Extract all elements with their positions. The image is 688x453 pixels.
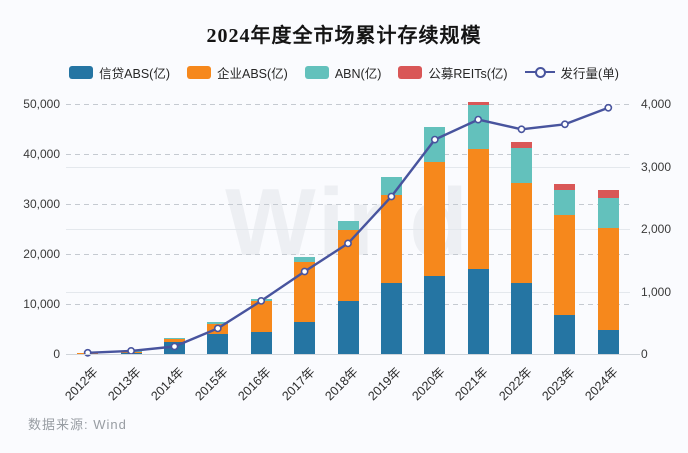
- legend-circle-icon: [535, 67, 546, 78]
- legend-line-marker-icon: [525, 66, 555, 79]
- legend-swatch-icon: [305, 66, 329, 79]
- right-axis-tick-label: 2,000: [641, 222, 671, 236]
- legend-item: 发行量(单): [525, 63, 619, 82]
- left-axis-tick-label: 50,000: [2, 97, 60, 111]
- legend-item-label: 企业ABS(亿): [217, 63, 288, 82]
- legend-swatch-icon: [187, 66, 211, 79]
- line-marker: [562, 121, 568, 127]
- legend-item-label: 发行量(单): [561, 63, 619, 82]
- legend-item-label: 公募REITs(亿): [428, 63, 507, 82]
- left-axis-tick-label: 20,000: [2, 247, 60, 261]
- x-axis-line: [66, 354, 640, 355]
- legend-swatch-icon: [398, 66, 422, 79]
- legend-item: 信贷ABS(亿): [69, 63, 170, 82]
- line-marker: [215, 325, 221, 331]
- left-axis-tick-label: 0: [2, 347, 60, 361]
- line-marker: [171, 343, 177, 349]
- right-axis-tick-label: 0: [641, 347, 648, 361]
- line-marker: [605, 105, 611, 111]
- right-axis-tick-label: 4,000: [641, 97, 671, 111]
- line-marker: [388, 193, 394, 199]
- chart-title: 2024年度全市场累计存续规模: [0, 19, 688, 48]
- issuance-line-series: [66, 104, 630, 354]
- line-marker: [345, 240, 351, 246]
- legend-item: ABN(亿): [305, 63, 382, 82]
- legend-swatch-icon: [69, 66, 93, 79]
- left-axis-tick-label: 10,000: [2, 297, 60, 311]
- line-marker: [475, 117, 481, 123]
- legend-item: 公募REITs(亿): [398, 63, 507, 82]
- line-marker: [302, 268, 308, 274]
- legend-item: 企业ABS(亿): [187, 63, 288, 82]
- legend-item-label: ABN(亿): [335, 63, 382, 82]
- line-marker: [518, 126, 524, 132]
- right-axis-tick-label: 1,000: [641, 285, 671, 299]
- line-marker: [258, 298, 264, 304]
- right-axis-tick-label: 3,000: [641, 160, 671, 174]
- line-marker: [432, 137, 438, 143]
- chart-legend: 信贷ABS(亿) 企业ABS(亿) ABN(亿) 公募REITs(亿) 发行量(单): [0, 62, 688, 82]
- legend-item-label: 信贷ABS(亿): [99, 63, 170, 82]
- line-path: [88, 108, 609, 353]
- plot-area: Wind: [66, 104, 630, 354]
- left-axis-tick-label: 40,000: [2, 147, 60, 161]
- left-axis-tick-label: 30,000: [2, 197, 60, 211]
